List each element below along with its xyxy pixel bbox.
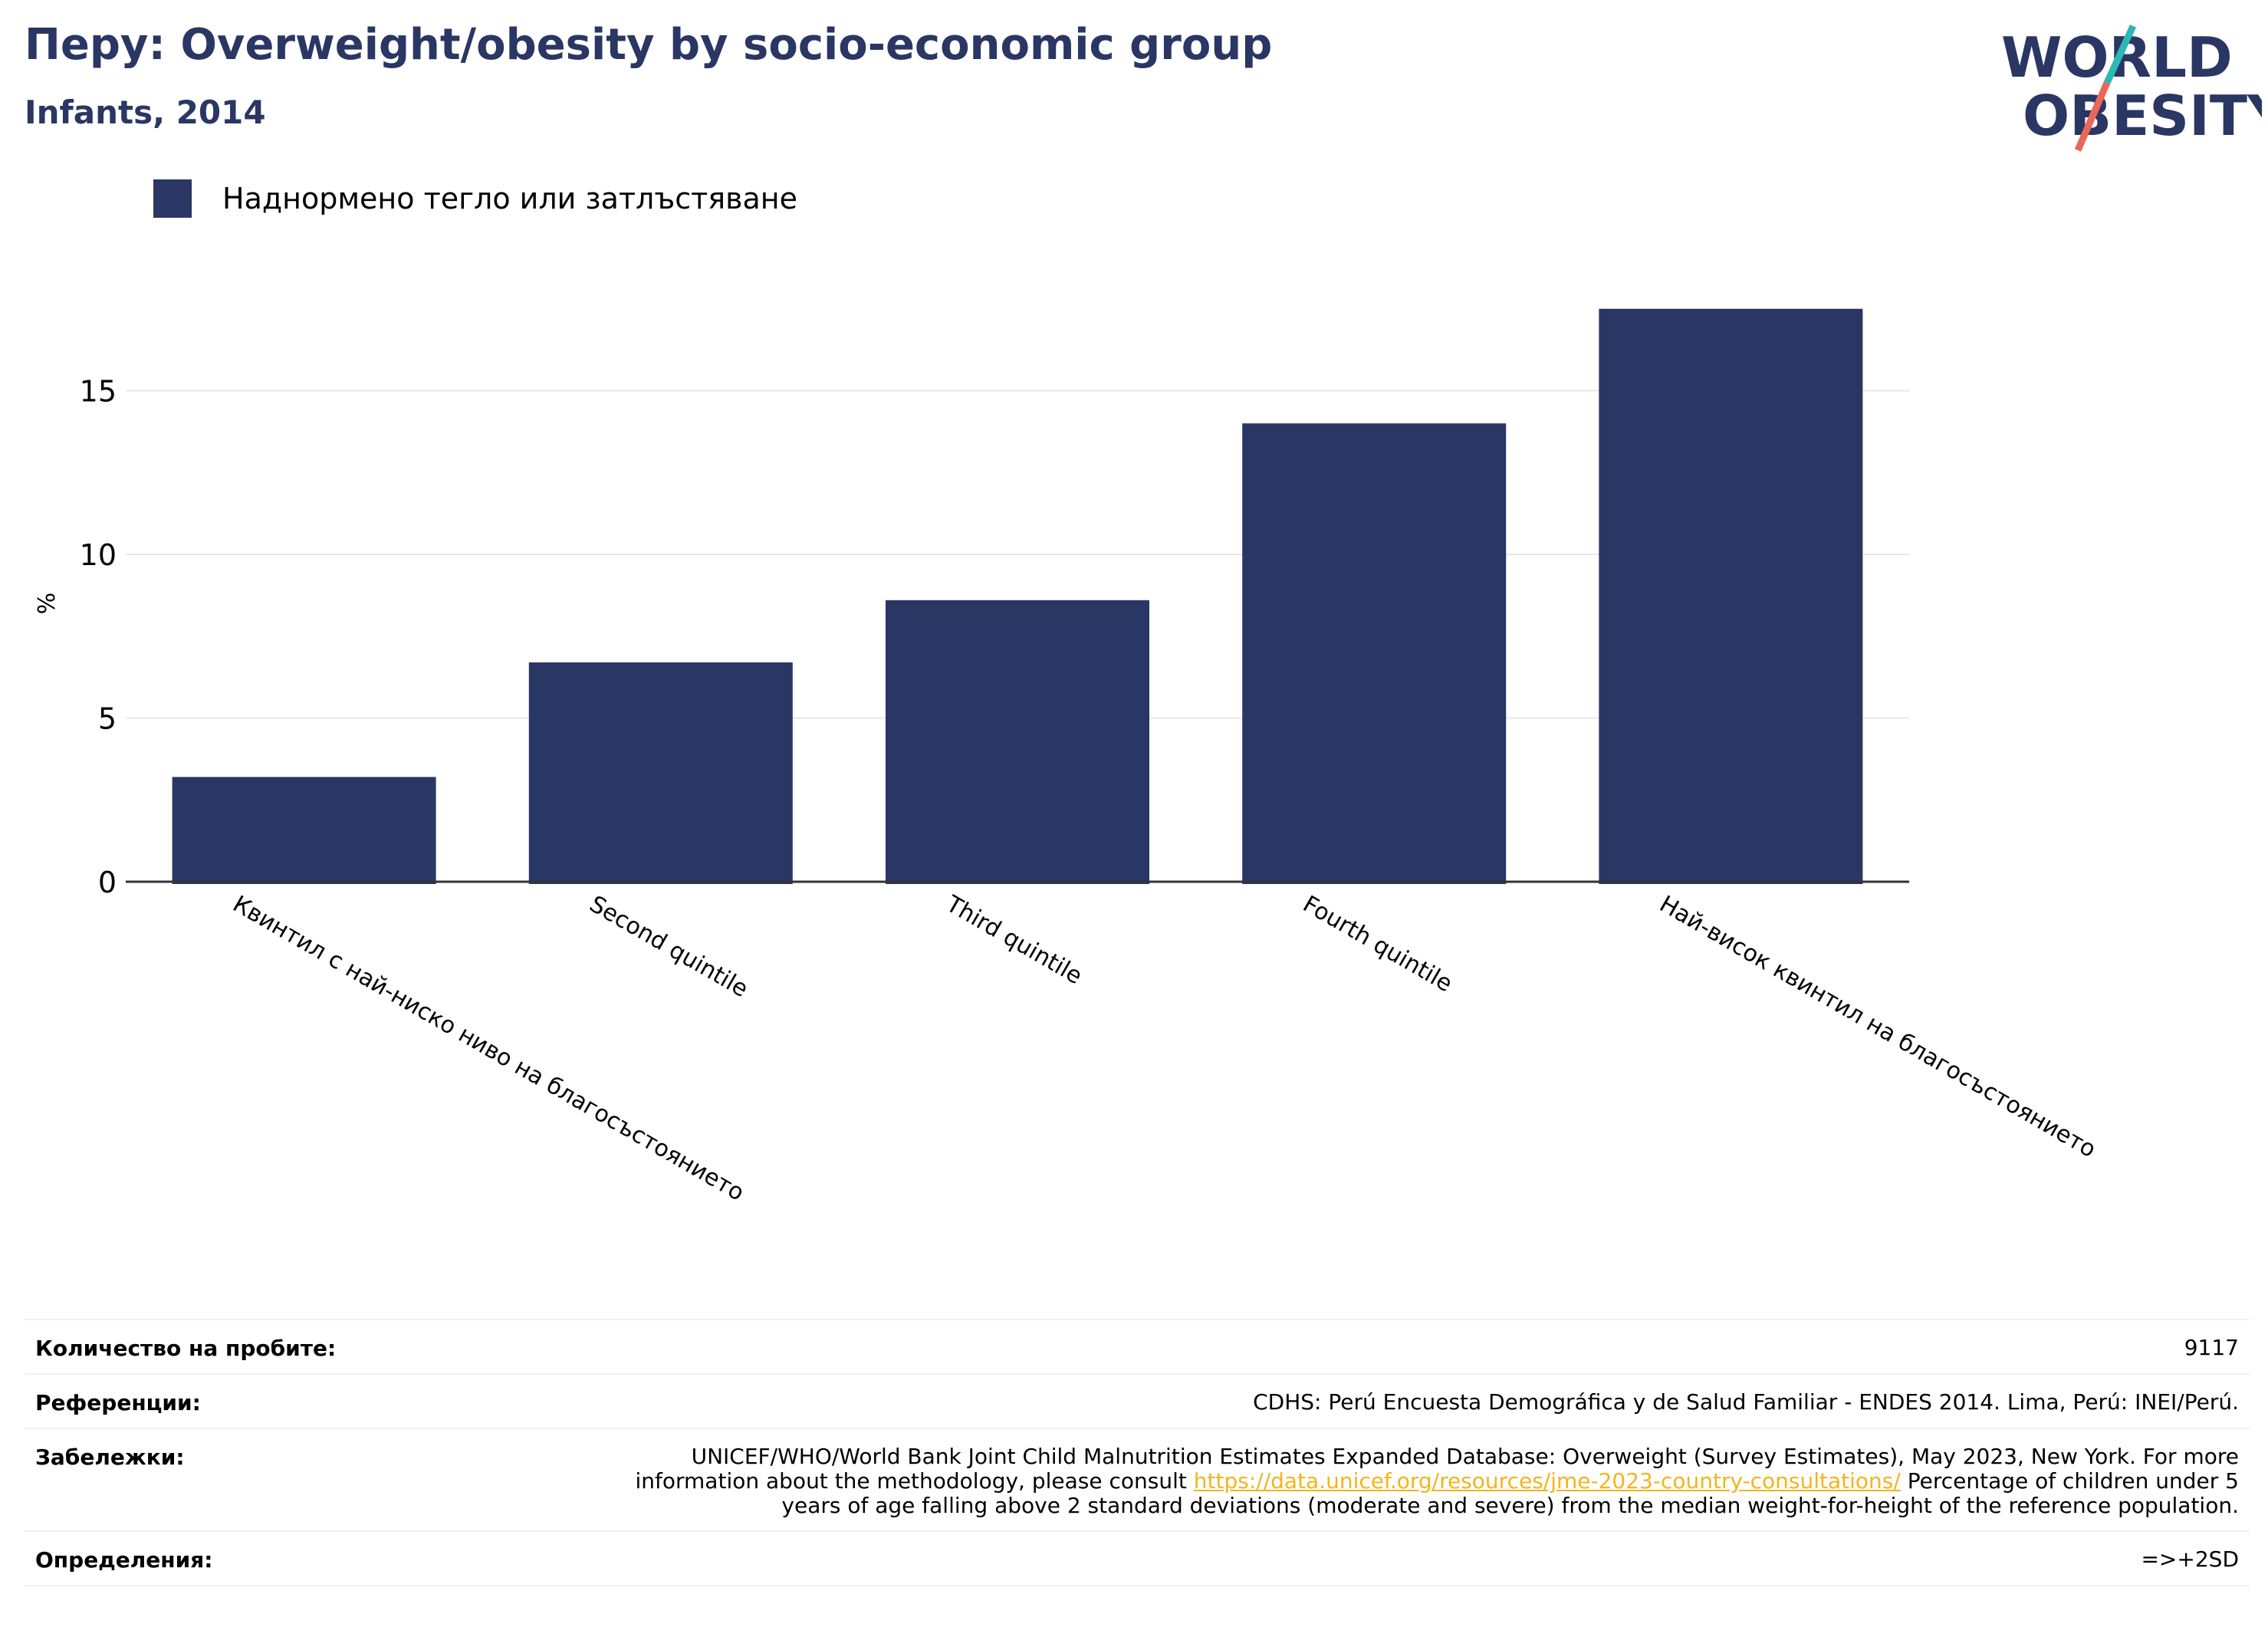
notes-value: UNICEF/WHO/World Bank Joint Child Malnut… xyxy=(621,1444,2240,1518)
notes-text-after: Percentage of children under 5 years of … xyxy=(781,1468,2239,1518)
notes-text-before: UNICEF/WHO/World Bank Joint Child Malnut… xyxy=(635,1444,2240,1494)
legend-swatch xyxy=(153,179,192,218)
references-label: Референции: xyxy=(35,1390,201,1415)
references-value: CDHS: Perú Encuesta Demográfica y de Sal… xyxy=(1253,1389,2239,1415)
info-row-notes: Забележки: UNICEF/WHO/World Bank Joint C… xyxy=(25,1428,2250,1530)
info-table: Количество на пробите: 9117 Референции: … xyxy=(25,1319,2250,1586)
y-tick-label: 0 xyxy=(98,866,117,899)
info-row-definitions: Определения: =>+2SD xyxy=(25,1530,2250,1586)
chart-legend: Наднормено тегло или затлъстяване xyxy=(153,179,797,218)
notes-label: Забележки: xyxy=(35,1445,185,1470)
bar xyxy=(1599,308,1863,884)
world-obesity-logo: WORLD OBESITY xyxy=(2001,25,2262,152)
info-row-sample: Количество на пробите: 9117 xyxy=(25,1319,2250,1373)
y-axis-label: % xyxy=(34,593,61,615)
logo-text-obesity: OBESITY xyxy=(2023,84,2262,148)
notes-link[interactable]: https://data.unicef.org/resources/jme-20… xyxy=(1193,1468,1901,1494)
chart-title: Перу: Overweight/obesity by socio-econom… xyxy=(25,20,1273,70)
chart-subtitle: Infants, 2014 xyxy=(25,94,266,131)
logo-slash-bottom xyxy=(2074,81,2111,152)
legend-label: Наднормено тегло или затлъстяване xyxy=(222,182,797,215)
x-tick-label: Second quintile xyxy=(585,891,753,1003)
bar xyxy=(886,600,1149,884)
info-row-references: Референции: CDHS: Perú Encuesta Demográf… xyxy=(25,1373,2250,1428)
y-tick-label: 5 xyxy=(98,702,117,736)
logo-slash-top xyxy=(2103,25,2137,84)
bar xyxy=(528,662,793,884)
sample-value: 9117 xyxy=(2184,1335,2239,1360)
y-tick-label: 10 xyxy=(80,538,117,572)
x-tick-label: Third quintile xyxy=(941,890,1086,990)
sample-label: Количество на пробите: xyxy=(35,1336,337,1361)
bar xyxy=(1242,423,1507,884)
definitions-label: Определения: xyxy=(35,1547,213,1573)
x-tick-label: Fourth quintile xyxy=(1298,891,1457,998)
y-tick-label: 15 xyxy=(80,375,117,409)
x-tick-label: Най-висок квинтил на благосъстоянието xyxy=(1655,891,2100,1164)
definitions-value: =>+2SD xyxy=(2141,1546,2239,1572)
bar xyxy=(172,777,436,884)
